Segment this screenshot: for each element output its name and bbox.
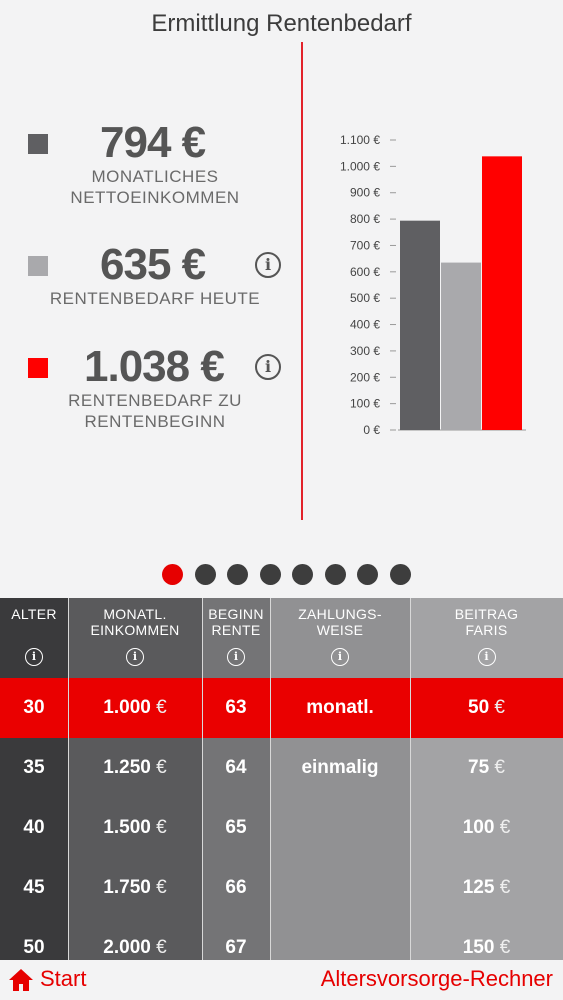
divider-line xyxy=(301,42,303,520)
column-separator xyxy=(202,598,203,960)
stat-net-income: 794 € MONATLICHES NETTOEINKOMMEN xyxy=(0,118,301,218)
y-tick-label: 200 € xyxy=(350,370,380,384)
table-cell[interactable]: 1.250 € xyxy=(103,757,167,778)
column-income: MONATL. EINKOMMEN i 1.000 € 1.250 € 1.500 € 1.… xyxy=(68,598,202,960)
table-cell[interactable]: monatl. xyxy=(270,678,410,738)
footer-bar: Start Altersvorsorge-Rechner xyxy=(0,960,563,1000)
table-cell[interactable] xyxy=(270,798,410,858)
table-cell[interactable]: 2.000 € xyxy=(103,937,167,958)
y-tick-label: 700 € xyxy=(350,238,380,252)
page-dot[interactable] xyxy=(324,564,346,585)
column-header-label: ZAHLUNGS- WEISE xyxy=(298,606,382,638)
column-header-label: MONATL. EINKOMMEN xyxy=(90,606,180,638)
y-tick-label: 1.000 € xyxy=(340,159,380,173)
page-dot[interactable] xyxy=(357,564,379,585)
chart-bar xyxy=(400,220,440,430)
need-retirement-value: 1.038 € xyxy=(84,342,225,391)
column-contribution: BEITRAG FARIS i 50 € 75 € 100 € 125 € 150 € xyxy=(410,598,563,960)
column-header: MONATL. EINKOMMEN i xyxy=(68,598,202,678)
table-cell[interactable]: 50 € xyxy=(410,678,563,738)
table-cell[interactable]: 64 xyxy=(225,757,247,778)
table-cell[interactable]: 40 xyxy=(23,817,45,838)
y-tick-label: 0 € xyxy=(363,423,380,437)
column-header: BEITRAG FARIS i xyxy=(410,598,563,678)
chart-bar xyxy=(441,262,481,430)
table-cell[interactable]: 63 xyxy=(202,678,270,738)
need-today-info-icon[interactable]: i xyxy=(255,252,281,278)
table-cell[interactable]: 1.750 € xyxy=(103,877,167,898)
y-tick-label: 300 € xyxy=(350,344,380,358)
stat-need-retirement: 1.038 € RENTENBEDARF ZU RENTENBEGINN i xyxy=(0,342,301,432)
swatch-need-today xyxy=(28,256,48,276)
page-dot[interactable] xyxy=(162,564,184,585)
need-today-value: 635 € xyxy=(100,240,206,289)
column-start: BEGINN RENTE i 63 64 65 66 67 xyxy=(202,598,270,960)
page-dot[interactable] xyxy=(292,564,314,585)
need-today-label: RENTENBEDARF HEUTE xyxy=(49,289,261,308)
swatch-net-income xyxy=(28,134,48,154)
y-tick-label: 900 € xyxy=(350,186,380,200)
info-icon[interactable]: i xyxy=(126,648,144,666)
table-cell[interactable] xyxy=(270,858,410,918)
table-cell[interactable]: 66 xyxy=(225,877,247,898)
table-cell[interactable]: 75 € xyxy=(468,757,505,778)
table-cell[interactable]: 45 xyxy=(23,877,45,898)
table-cell[interactable]: 30 xyxy=(0,678,68,738)
table-cell[interactable]: 65 xyxy=(225,817,247,838)
table-cell[interactable]: 35 xyxy=(23,757,45,778)
column-header: BEGINN RENTE i xyxy=(202,598,270,678)
y-tick-label: 800 € xyxy=(350,212,380,226)
bar-chart: 0 € 100 € 200 € 300 € 400 € 500 € 600 € 700 € 80… xyxy=(340,133,526,437)
start-button[interactable]: Start xyxy=(40,966,87,991)
table-cell[interactable]: 125 € xyxy=(462,877,511,898)
net-income-label: MONATLICHES NETTOEINKOMMEN xyxy=(70,167,240,207)
table-cell[interactable]: 100 € xyxy=(462,817,511,838)
y-tick-label: 100 € xyxy=(350,397,380,411)
page-dot[interactable] xyxy=(227,564,249,585)
column-header-label: BEITRAG FARIS xyxy=(454,606,519,638)
column-separator xyxy=(270,598,271,960)
need-retirement-label: RENTENBEDARF ZU RENTENBEGINN xyxy=(68,391,242,431)
column-header: ZAHLUNGS- WEISE i xyxy=(270,598,410,678)
column-separator xyxy=(68,598,69,960)
info-icon[interactable]: i xyxy=(25,648,43,666)
table-cell[interactable]: 150 € xyxy=(462,937,511,958)
need-retirement-info-icon[interactable]: i xyxy=(255,354,281,380)
home-icon[interactable] xyxy=(8,968,34,992)
column-header-label: BEGINN RENTE xyxy=(208,606,264,638)
table-cell[interactable]: 67 xyxy=(225,937,247,958)
table-cell[interactable]: 50 xyxy=(23,937,45,958)
y-tick-label: 500 € xyxy=(350,291,380,305)
column-age: ALTER i 30 35 40 45 50 xyxy=(0,598,68,960)
page-dot[interactable] xyxy=(194,564,216,585)
table-cell[interactable]: einmalig xyxy=(301,757,379,778)
table-cell[interactable]: 1.500 € xyxy=(103,817,167,838)
stat-need-today: 635 € RENTENBEDARF HEUTE i xyxy=(0,240,301,320)
swatch-need-retirement xyxy=(28,358,48,378)
y-tick-label: 400 € xyxy=(350,318,380,332)
page-indicator xyxy=(0,564,563,586)
table-cell[interactable]: 1.000 € xyxy=(68,678,202,738)
column-separator xyxy=(410,598,411,960)
data-table: ALTER i 30 35 40 45 50 MONATL. EINKOMMEN i 1.000 €… xyxy=(0,598,563,960)
app-name: Altersvorsorge-Rechner xyxy=(320,966,553,991)
page-dot[interactable] xyxy=(389,564,411,585)
y-tick-label: 600 € xyxy=(350,265,380,279)
y-tick-label: 1.100 € xyxy=(340,133,380,147)
column-payment: ZAHLUNGS- WEISE i monatl. einmalig xyxy=(270,598,410,960)
info-icon[interactable]: i xyxy=(227,648,245,666)
page-dot[interactable] xyxy=(259,564,281,585)
column-header-label: ALTER xyxy=(11,606,57,622)
info-icon[interactable]: i xyxy=(331,648,349,666)
chart-bar xyxy=(482,156,522,430)
page-title: Ermittlung Rentenbedarf xyxy=(151,10,412,37)
column-header: ALTER i xyxy=(0,598,68,678)
net-income-value: 794 € xyxy=(100,118,206,167)
info-icon[interactable]: i xyxy=(477,648,496,666)
